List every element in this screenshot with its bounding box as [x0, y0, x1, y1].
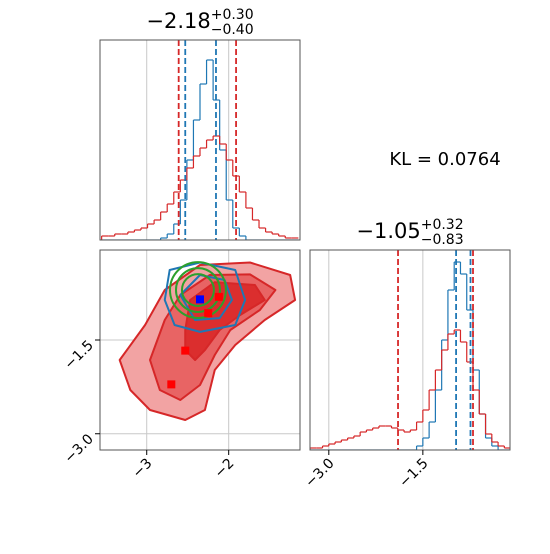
x-tick-label: −3.0: [302, 456, 337, 491]
panel: −1.05+0.32 −0.83 −3.0 −1.5: [302, 217, 511, 491]
panel: −3 −2 −1.5 −3.0: [61, 249, 301, 482]
plot-area: [101, 40, 299, 240]
y-tick-label: −1.5: [61, 338, 96, 373]
gaussian-contour: [174, 267, 221, 313]
x-tick-label: −1.5: [396, 456, 431, 491]
point: [196, 295, 204, 304]
panel-title: −2.18+0.30 −0.40: [146, 7, 253, 38]
panel-frame: [99, 39, 301, 241]
point: [214, 292, 223, 301]
gaussian-contour: [169, 261, 227, 319]
panel-title: −1.05+0.32 −0.83: [356, 217, 463, 248]
plot-area: [100, 250, 300, 450]
panel: −2.18+0.30 −0.40: [99, 7, 301, 241]
title-lower: −0.83: [421, 232, 464, 248]
title-upper: +0.30: [211, 7, 254, 23]
panel-frame: [99, 249, 301, 451]
title-upper: +0.32: [421, 217, 464, 233]
y-tick-label: −3.0: [61, 431, 96, 466]
title-value: −1.05: [356, 219, 420, 243]
x-tick-label: −2: [212, 456, 238, 482]
kl-annotation: KL = 0.0764: [389, 149, 500, 170]
panel-frame: [309, 249, 511, 451]
point: [167, 380, 176, 389]
title-value: −2.18: [146, 9, 210, 33]
x-tick-label: −3: [130, 456, 156, 482]
point: [181, 346, 190, 355]
gaussian-contour: [180, 273, 215, 307]
point: [204, 309, 213, 318]
plot-area: [310, 250, 510, 450]
title-lower: −0.40: [211, 22, 254, 38]
